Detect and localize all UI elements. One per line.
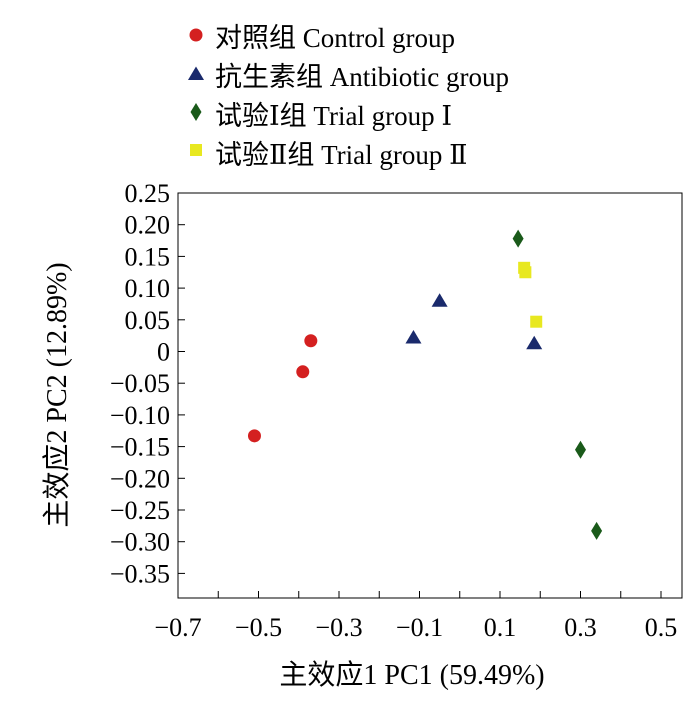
legend-square-symbol — [190, 144, 202, 156]
data-point-triangle — [431, 293, 448, 307]
x-axis-ticks: −0.7 −0.5 −0.3 −0.1 0.1 0.3 0.5 — [154, 591, 677, 642]
legend-item-trial-1: 试验Ⅰ组 Trial group Ⅰ — [190, 101, 452, 131]
plot-frame — [177, 192, 683, 599]
legend-label-trial-2: 试验Ⅱ组 Trial group Ⅱ — [215, 140, 467, 170]
legend-item-antibiotic: 抗生素组 Antibiotic group — [188, 62, 509, 92]
data-point-square — [519, 266, 532, 279]
legend-circle-symbol — [189, 28, 203, 42]
data-point-diamond — [512, 229, 524, 248]
legend-item-trial-2: 试验Ⅱ组 Trial group Ⅱ — [190, 140, 467, 170]
x-tick-label: 0.1 — [484, 613, 517, 642]
data-point-triangle — [405, 330, 422, 344]
y-tick-label: 0 — [157, 338, 170, 367]
x-tick-label: −0.5 — [235, 613, 282, 642]
y-axis-label: 主效应2 PC2 (12.89%) — [41, 262, 73, 527]
data-points — [247, 229, 603, 540]
legend-label-control: 对照组 Control group — [215, 23, 455, 53]
data-point-triangle — [526, 335, 543, 350]
data-point-diamond — [575, 440, 586, 459]
data-point-circle — [296, 365, 310, 379]
y-axis-ticks: 0.250.200.150.100.050−0.05−0.10−0.15−0.2… — [110, 179, 185, 588]
y-tick-label: −0.15 — [110, 433, 170, 462]
legend-marker-diamond — [190, 103, 202, 121]
data-point-circle — [247, 429, 261, 443]
y-tick-label: −0.05 — [110, 369, 170, 398]
y-tick-label: 0.05 — [125, 306, 171, 335]
legend-marker-triangle — [188, 66, 204, 80]
y-tick-label: −0.25 — [110, 496, 170, 525]
y-tick-label: −0.35 — [110, 559, 170, 588]
legend-item-control: 对照组 Control group — [189, 23, 455, 53]
legend-diamond-symbol — [190, 103, 202, 121]
legend-label-trial-1: 试验Ⅰ组 Trial group Ⅰ — [215, 101, 452, 131]
x-tick-label: −0.3 — [315, 613, 362, 642]
y-tick-label: 0.25 — [125, 179, 171, 208]
x-tick-label: 0.5 — [645, 613, 678, 642]
y-tick-label: 0.15 — [125, 242, 171, 271]
legend-label-antibiotic: 抗生素组 Antibiotic group — [215, 62, 509, 92]
legend-marker-square — [190, 144, 202, 156]
y-tick-label: 0.10 — [125, 274, 171, 303]
data-point-square — [530, 315, 543, 328]
data-point-diamond — [591, 521, 603, 540]
x-axis-label: 主效应1 PC1 (59.49%) — [279, 659, 544, 691]
y-tick-label: 0.20 — [125, 211, 171, 240]
legend: 对照组 Control group 抗生素组 Antibiotic group … — [188, 23, 509, 170]
x-tick-label: −0.7 — [154, 613, 201, 642]
legend-marker-circle — [189, 28, 203, 42]
legend-triangle-symbol — [188, 66, 204, 80]
x-tick-label: −0.1 — [396, 613, 443, 642]
y-tick-label: −0.20 — [110, 464, 170, 493]
y-tick-label: −0.30 — [110, 528, 170, 557]
x-tick-label: 0.3 — [564, 613, 597, 642]
y-tick-label: −0.10 — [110, 401, 170, 430]
data-point-circle — [304, 334, 318, 348]
